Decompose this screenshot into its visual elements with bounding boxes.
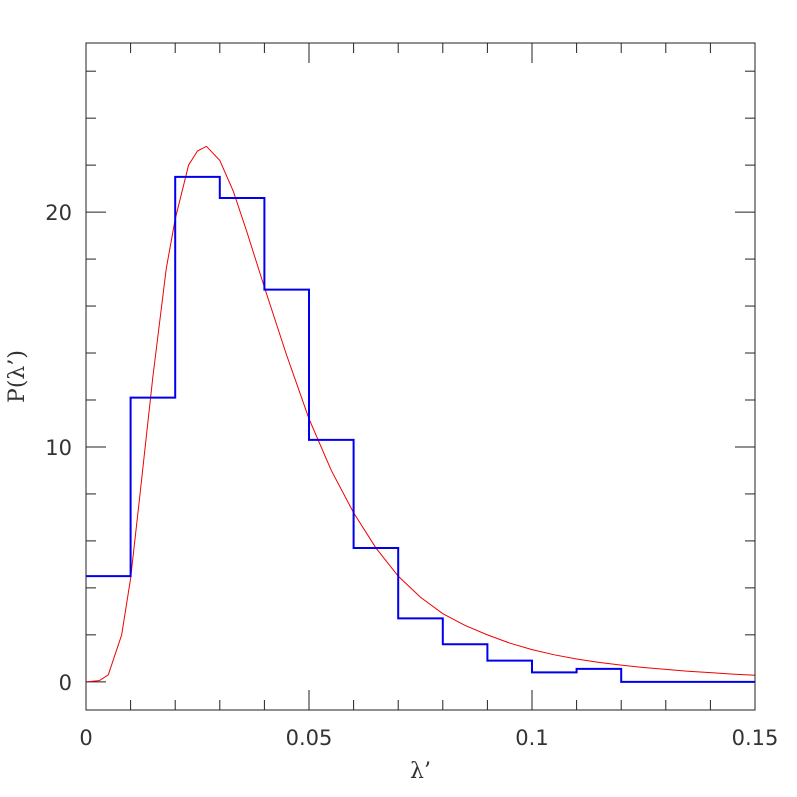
plot-series — [85, 145, 756, 683]
y-tick-label: 20 — [45, 201, 72, 225]
x-tick-label: 0.15 — [732, 726, 779, 750]
fit-curve — [85, 145, 756, 683]
histogram-steps — [86, 175, 755, 683]
x-tick-labels: 0 0.05 0.1 0.15 — [79, 726, 778, 750]
x-axis-title: λ’ — [410, 759, 431, 784]
y-tick-label: 10 — [45, 436, 72, 460]
y-tick-label: 0 — [59, 671, 72, 695]
x-tick-label: 0.05 — [286, 726, 333, 750]
axis-ticks — [85, 43, 756, 710]
y-axis-title: P(λ’) — [5, 350, 30, 403]
x-tick-label: 0.1 — [515, 726, 548, 750]
x-tick-label: 0 — [79, 726, 92, 750]
y-tick-labels: 0 10 20 — [45, 201, 72, 695]
plot-frame — [85, 42, 756, 711]
